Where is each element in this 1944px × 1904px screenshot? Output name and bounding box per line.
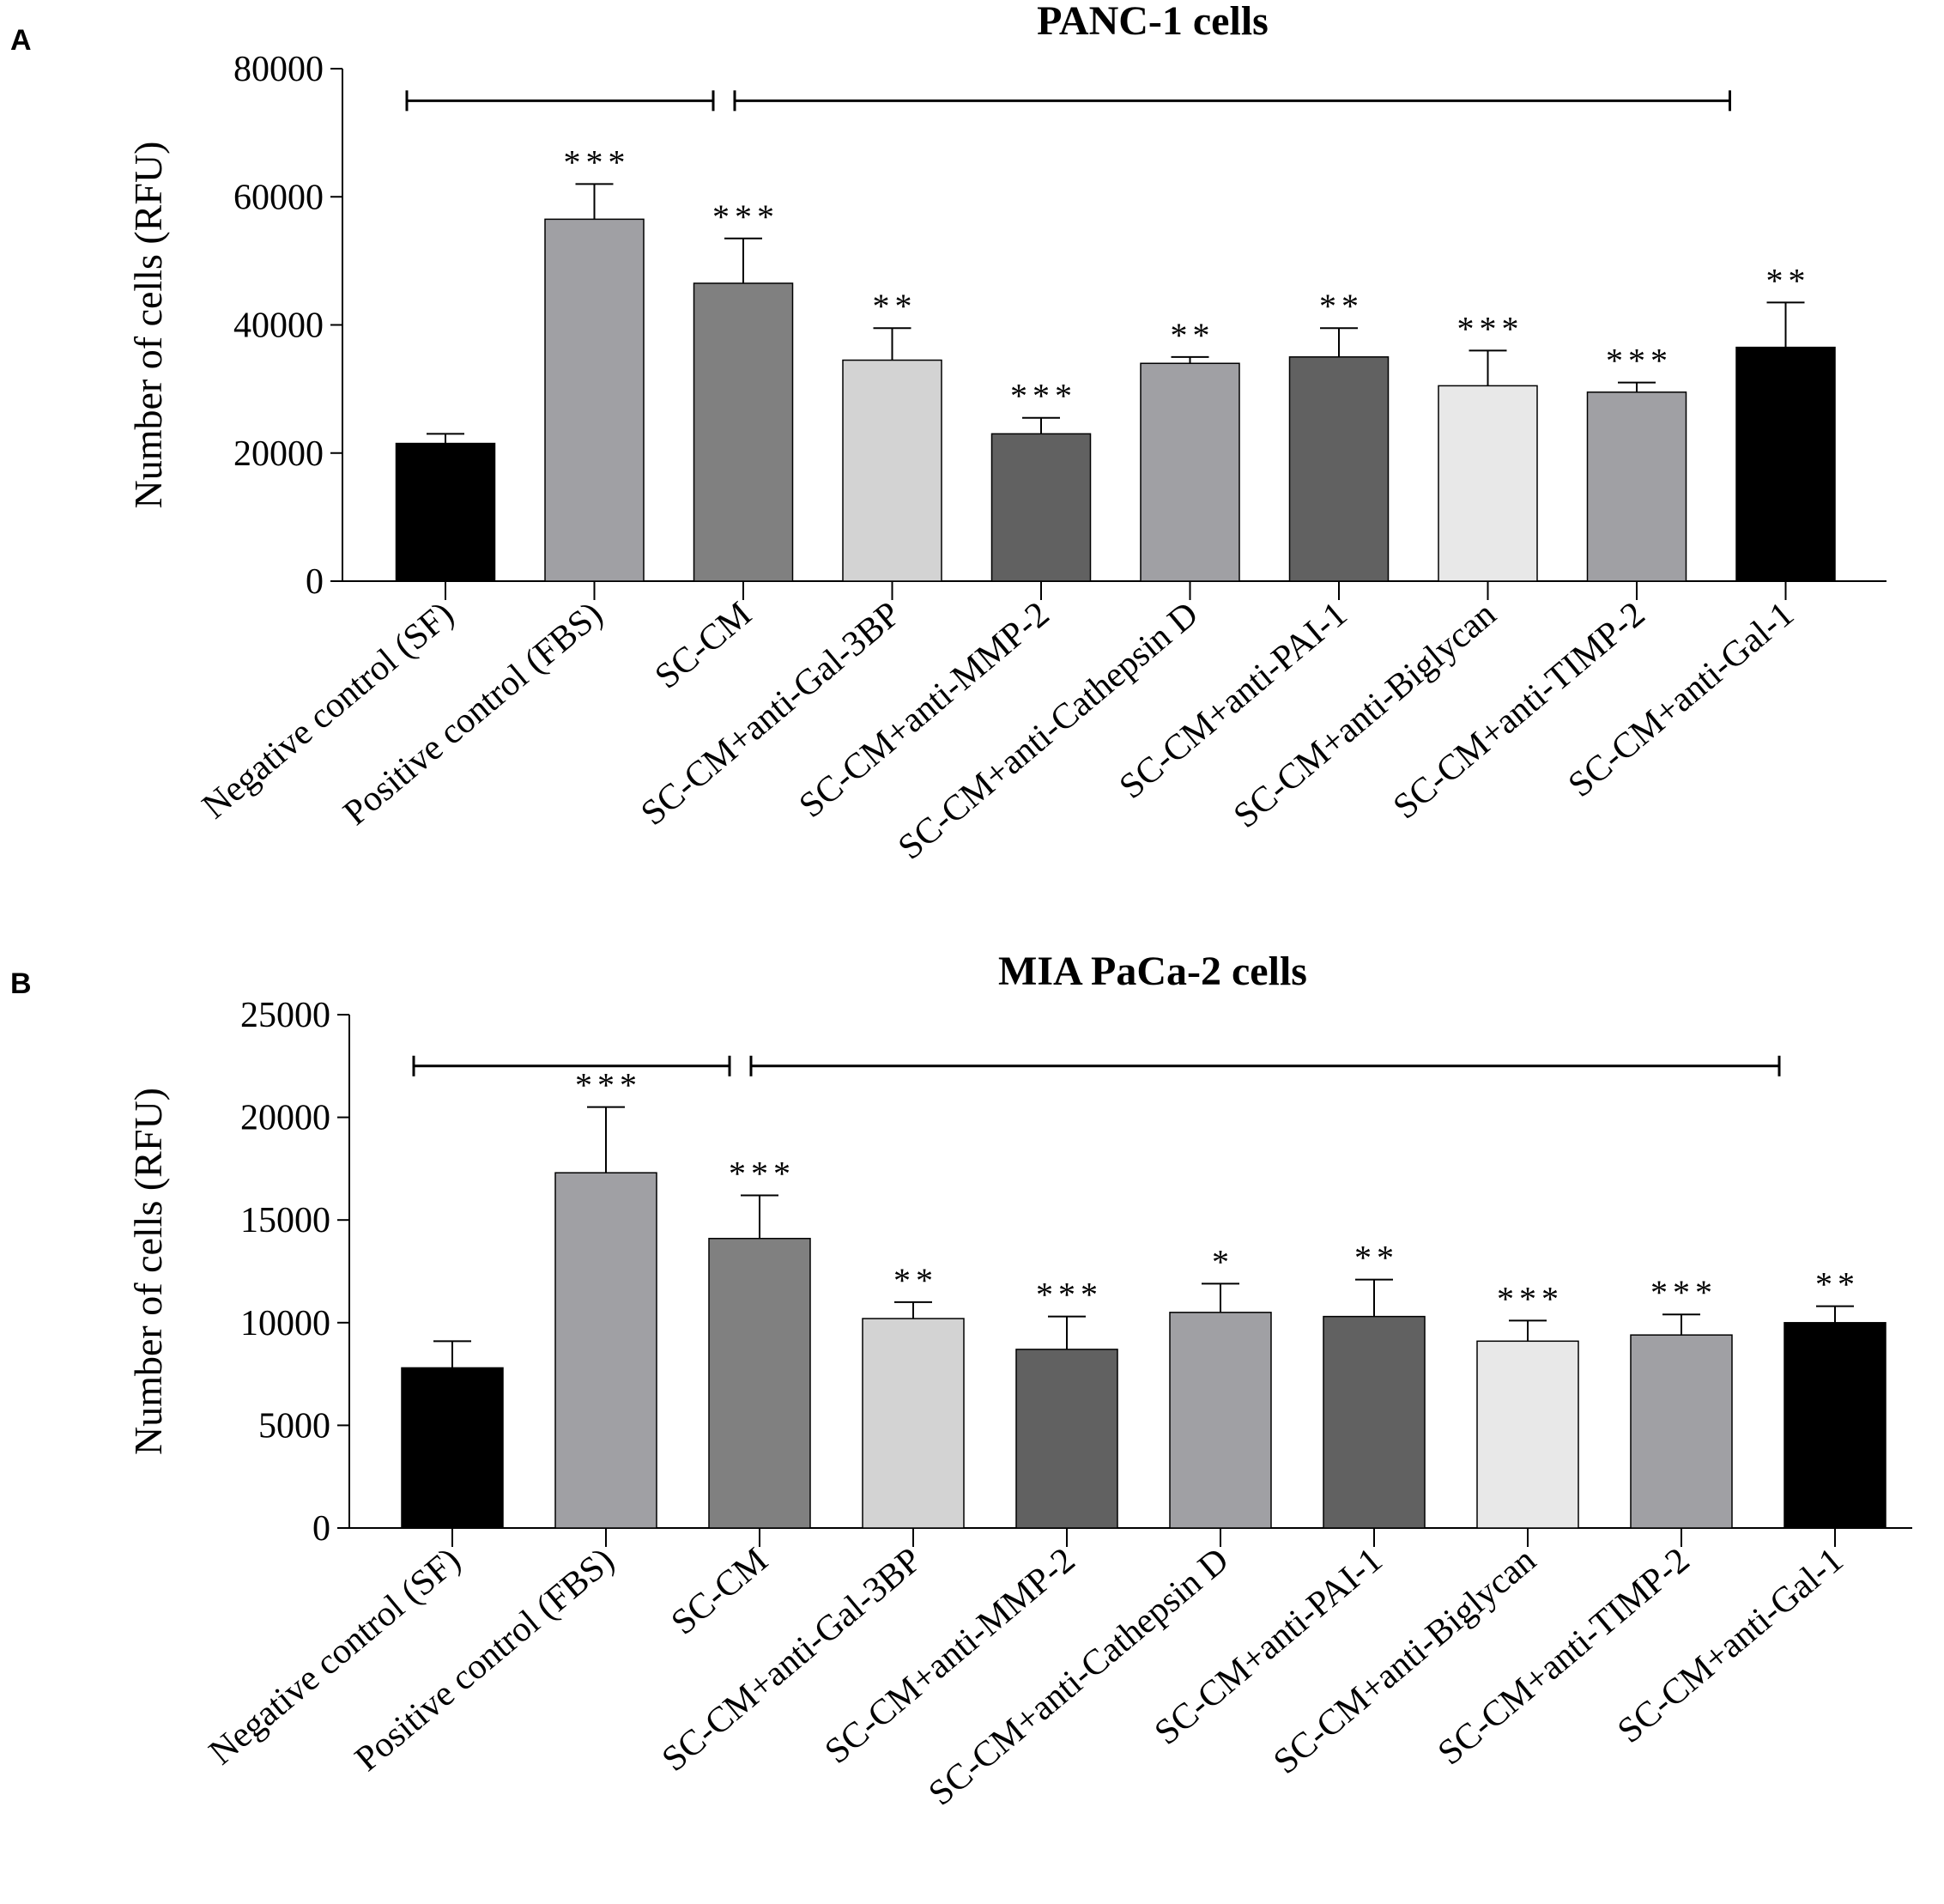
y-tick-label: 10000 bbox=[240, 1304, 330, 1343]
x-tick-label: Positive control (FBS) bbox=[336, 594, 610, 833]
significance-label: ** bbox=[1171, 316, 1215, 355]
bar bbox=[1586, 391, 1687, 582]
bar bbox=[401, 1367, 504, 1529]
significance-label: *** bbox=[575, 1066, 642, 1105]
y-tick-label: 0 bbox=[306, 562, 324, 602]
x-tick-label: SC-CM bbox=[664, 1540, 776, 1642]
significance-label: ** bbox=[873, 287, 917, 325]
bar bbox=[693, 282, 794, 582]
bar bbox=[990, 433, 1092, 582]
bar bbox=[1323, 1315, 1426, 1529]
chart-title: MIA PaCa-2 cells bbox=[998, 949, 1307, 994]
significance-label: * bbox=[1212, 1242, 1234, 1281]
bar bbox=[708, 1237, 811, 1529]
x-tick-label: SC-CM+anti-Cathepsin D bbox=[891, 594, 1206, 867]
bar bbox=[1784, 1322, 1886, 1529]
bar bbox=[1630, 1334, 1733, 1529]
significance-label: ** bbox=[893, 1261, 938, 1300]
panel-label-b: B bbox=[10, 967, 32, 1000]
significance-label: ** bbox=[1815, 1265, 1860, 1304]
y-axis-label: Number of cells (RFU) bbox=[126, 1088, 170, 1455]
y-tick-label: 40000 bbox=[233, 306, 324, 346]
significance-label: *** bbox=[1457, 309, 1524, 348]
significance-label: *** bbox=[1036, 1276, 1103, 1314]
significance-label: *** bbox=[1497, 1279, 1564, 1318]
bar bbox=[1288, 356, 1390, 582]
bar bbox=[395, 442, 496, 582]
bar bbox=[1015, 1349, 1118, 1529]
y-tick-label: 25000 bbox=[240, 996, 330, 1035]
x-tick-label: SC-CM+anti-MMP-2 bbox=[792, 594, 1057, 825]
significance-label: *** bbox=[1010, 377, 1077, 415]
x-tick-label: SC-CM+anti-Biglycan bbox=[1266, 1540, 1543, 1781]
bar bbox=[842, 359, 942, 582]
x-tick-label: Negative control (SF) bbox=[202, 1540, 468, 1773]
significance-label: ** bbox=[1319, 287, 1364, 325]
significance-label: ** bbox=[1766, 261, 1811, 300]
chart-panc1: PANC-1 cells Number of cells (RFU) 0 20000 4… bbox=[126, 0, 1886, 868]
y-tick-label: 60000 bbox=[233, 178, 324, 217]
significance-label: *** bbox=[1606, 342, 1673, 380]
bar bbox=[862, 1318, 965, 1529]
significance-label: *** bbox=[1650, 1273, 1717, 1312]
panel-label-a: A bbox=[10, 24, 32, 57]
bar bbox=[544, 218, 645, 582]
y-tick-label: 80000 bbox=[233, 50, 324, 89]
x-tick-label: SC-CM+anti-MMP-2 bbox=[818, 1540, 1083, 1771]
y-tick-label: 20000 bbox=[240, 1099, 330, 1138]
y-tick-label: 15000 bbox=[240, 1201, 330, 1240]
bar bbox=[554, 1172, 657, 1529]
y-axis-label: Number of cells (RFU) bbox=[126, 142, 170, 509]
x-tick-label: Negative control (SF) bbox=[195, 594, 461, 827]
significance-label: *** bbox=[729, 1154, 796, 1192]
x-tick-label: SC-CM+anti-Biglycan bbox=[1226, 594, 1504, 835]
y-tick-label: 5000 bbox=[258, 1406, 330, 1446]
x-tick-label: SC-CM+anti-Gal-3BP bbox=[634, 594, 908, 833]
y-tick-label: 0 bbox=[312, 1509, 330, 1549]
chart-miapaca2: MIA PaCa-2 cells Number of cells (RFU) 0 50… bbox=[126, 949, 1912, 1814]
bar bbox=[1735, 346, 1836, 582]
bar bbox=[1476, 1340, 1579, 1529]
significance-label: *** bbox=[564, 142, 631, 181]
bar bbox=[1438, 385, 1538, 582]
bar bbox=[1140, 362, 1240, 582]
y-tick-label: 20000 bbox=[233, 434, 324, 474]
x-tick-label: SC-CM+anti-TIMP-2 bbox=[1431, 1540, 1697, 1773]
x-tick-label: SC-CM+anti-Gal-3BP bbox=[655, 1540, 929, 1779]
x-tick-label: SC-CM+anti-Cathepsin D bbox=[922, 1540, 1237, 1813]
x-tick-label: Positive control (FBS) bbox=[348, 1540, 621, 1779]
bar bbox=[1169, 1312, 1272, 1529]
significance-label: ** bbox=[1354, 1239, 1399, 1277]
x-tick-label: SC-CM bbox=[648, 594, 760, 696]
chart-title: PANC-1 cells bbox=[1037, 0, 1269, 44]
significance-label: *** bbox=[712, 197, 779, 236]
x-tick-label: SC-CM+anti-TIMP-2 bbox=[1386, 594, 1652, 827]
